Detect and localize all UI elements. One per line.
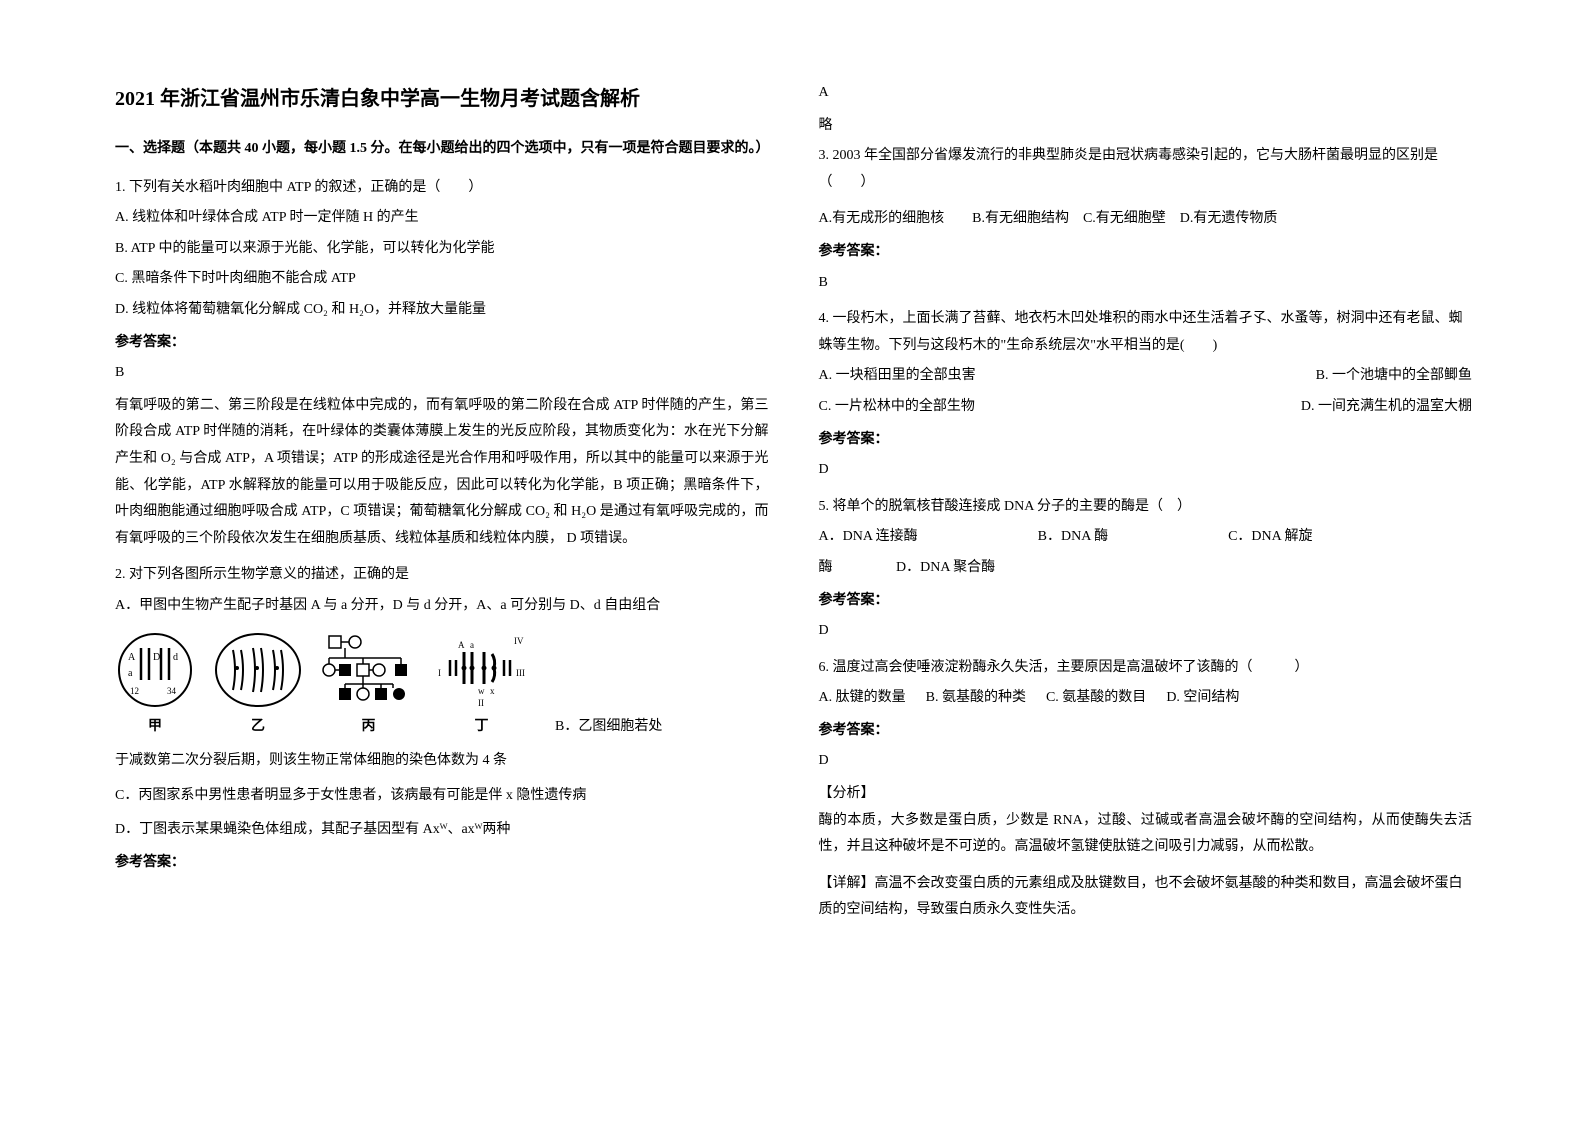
q6-analysis-label: 【分析】 xyxy=(819,781,1473,808)
fig-ding-label: 丁 xyxy=(475,714,489,741)
svg-text:w: w xyxy=(478,686,485,696)
q5-opt-b: B．DNA 酶 xyxy=(1038,524,1108,551)
question-2: 2. 对下列各图所示生物学意义的描述，正确的是 A．甲图中生物产生配子时基因 A… xyxy=(115,562,769,876)
q2-opt-a: A．甲图中生物产生配子时基因 A 与 a 分开，D 与 d 分开，A、a 可分别… xyxy=(115,593,769,620)
fig-ding-icon: IV I III II A a w x xyxy=(434,630,529,710)
fig-bing-cell: 丙 xyxy=(321,630,416,741)
q4-answer: D xyxy=(819,457,1473,484)
page-title: 2021 年浙江省温州市乐清白象中学高一生物月考试题含解析 xyxy=(115,80,769,118)
q6-opts: A. 肽键的数量 B. 氨基酸的种类 C. 氨基酸的数目 D. 空间结构 xyxy=(819,685,1473,712)
svg-text:A: A xyxy=(458,640,465,650)
q5-row1: A．DNA 连接酶 B．DNA 酶 C．DNA 解旋 xyxy=(819,524,1473,551)
q1-stem: 1. 下列有关水稻叶肉细胞中 ATP 的叙述，正确的是（ ） xyxy=(115,175,769,202)
fig-jia-cell: A a D d 12 34 甲 xyxy=(115,630,195,741)
q6-stem: 6. 温度过高会使唾液淀粉酶永久失活，主要原因是高温破坏了该酶的（ ） xyxy=(819,655,1473,682)
left-column: 2021 年浙江省温州市乐清白象中学高一生物月考试题含解析 一、选择题（本题共 … xyxy=(100,80,794,1082)
question-5: 5. 将单个的脱氧核苷酸连接成 DNA 分子的主要的酶是（ ） A．DNA 连接… xyxy=(819,494,1473,645)
q2-answer-extra: 略 xyxy=(819,113,1473,140)
q4-opt-a: A. 一块稻田里的全部虫害 xyxy=(819,363,976,390)
svg-text:III: III xyxy=(516,668,525,678)
q1-explanation: 有氧呼吸的第二、第三阶段是在线粒体中完成的，而有氧呼吸的第二阶段在合成 ATP … xyxy=(115,393,769,553)
q2-answer: A xyxy=(819,80,1473,107)
q6-detail-line: 【详解】高温不会改变蛋白质的元素组成及肽键数目，也不会破坏氨基酸的种类和数目，高… xyxy=(819,871,1473,924)
q1-opt-c: C. 黑暗条件下时叶肉细胞不能合成 ATP xyxy=(115,266,769,293)
svg-text:IV: IV xyxy=(514,636,524,646)
q3-answer-label: 参考答案： xyxy=(819,239,1473,266)
q6-detail-label: 【详解】 xyxy=(819,876,875,891)
q5-opt-d: D．DNA 聚合酶 xyxy=(896,560,995,575)
q1-answer: B xyxy=(115,360,769,387)
q5-opt-c: C．DNA 解旋 xyxy=(1228,524,1312,551)
svg-text:34: 34 xyxy=(167,686,177,696)
q4-answer-label: 参考答案： xyxy=(819,427,1473,454)
fig-yi-label: 乙 xyxy=(251,714,265,741)
q2-opt-b-part1: B．乙图细胞若处 xyxy=(555,714,662,741)
q1-answer-label: 参考答案： xyxy=(115,330,769,357)
q2-stem: 2. 对下列各图所示生物学意义的描述，正确的是 xyxy=(115,562,769,589)
q5-answer: D xyxy=(819,618,1473,645)
svg-text:a: a xyxy=(128,668,133,679)
svg-text:d: d xyxy=(173,652,178,663)
q2-figure-row: A a D d 12 34 甲 xyxy=(115,630,769,741)
q5-answer-label: 参考答案： xyxy=(819,588,1473,615)
q6-detail: 高温不会改变蛋白质的元素组成及肽键数目，也不会破坏氨基酸的种类和数目，高温会破坏… xyxy=(819,876,1463,918)
fig-yi-cell: 乙 xyxy=(213,630,303,741)
q6-opt-a: A. 肽键的数量 xyxy=(819,685,906,712)
q6-opt-d: D. 空间结构 xyxy=(1166,685,1239,712)
svg-text:A: A xyxy=(128,652,136,663)
q6-answer-label: 参考答案： xyxy=(819,718,1473,745)
svg-text:a: a xyxy=(470,640,474,650)
q3-answer: B xyxy=(819,270,1473,297)
q3-stem: 3. 2003 年全国部分省爆发流行的非典型肺炎是由冠状病毒感染引起的，它与大肠… xyxy=(819,143,1473,196)
q1-opt-d: D. 线粒体将葡萄糖氧化分解成 CO₂ 和 H₂O，并释放大量能量 xyxy=(115,297,769,324)
question-6: 6. 温度过高会使唾液淀粉酶永久失活，主要原因是高温破坏了该酶的（ ） A. 肽… xyxy=(819,655,1473,924)
q4-row2: C. 一片松林中的全部生物 D. 一间充满生机的温室大棚 xyxy=(819,394,1473,421)
q4-opt-b: B. 一个池塘中的全部鲫鱼 xyxy=(1316,363,1472,390)
question-3: 3. 2003 年全国部分省爆发流行的非典型肺炎是由冠状病毒感染引起的，它与大肠… xyxy=(819,143,1473,296)
q3-opts: A.有无成形的细胞核 B.有无细胞结构 C.有无细胞壁 D.有无遗传物质 xyxy=(819,206,1473,233)
q5-stem: 5. 将单个的脱氧核苷酸连接成 DNA 分子的主要的酶是（ ） xyxy=(819,494,1473,521)
q6-opt-c: C. 氨基酸的数目 xyxy=(1046,685,1146,712)
q1-opt-b: B. ATP 中的能量可以来源于光能、化学能，可以转化为化学能 xyxy=(115,236,769,263)
q2-opt-c: C．丙图家系中男性患者明显多于女性患者，该病最有可能是伴 x 隐性遗传病 xyxy=(115,783,769,810)
fig-jia-icon: A a D d 12 34 xyxy=(115,630,195,710)
q4-stem: 4. 一段朽木，上面长满了苔藓、地衣朽木凹处堆积的雨水中还生活着孑孓、水蚤等，树… xyxy=(819,306,1473,359)
fig-jia-label: 甲 xyxy=(148,714,162,741)
q5-row2: 酶 D．DNA 聚合酶 xyxy=(819,555,1473,582)
right-column: A 略 3. 2003 年全国部分省爆发流行的非典型肺炎是由冠状病毒感染引起的，… xyxy=(794,80,1488,1082)
q6-analysis: 酶的本质，大多数是蛋白质，少数是 RNA，过酸、过碱或者高温会破坏酶的空间结构，… xyxy=(819,808,1473,861)
question-4: 4. 一段朽木，上面长满了苔藓、地衣朽木凹处堆积的雨水中还生活着孑孓、水蚤等，树… xyxy=(819,306,1473,484)
fig-bing-icon xyxy=(321,630,416,710)
q1-opt-a: A. 线粒体和叶绿体合成 ATP 时一定伴随 H 的产生 xyxy=(115,205,769,232)
q4-opt-d: D. 一间充满生机的温室大棚 xyxy=(1301,394,1472,421)
section-heading-1: 一、选择题（本题共 40 小题，每小题 1.5 分。在每小题给出的四个选项中，只… xyxy=(115,136,769,163)
q5-opt-a: A．DNA 连接酶 xyxy=(819,524,918,551)
q2-answer-label: 参考答案： xyxy=(115,850,769,877)
svg-text:D: D xyxy=(153,652,160,663)
svg-text:12: 12 xyxy=(130,686,139,696)
q4-opt-c: C. 一片松林中的全部生物 xyxy=(819,394,975,421)
fig-yi-icon xyxy=(213,630,303,710)
q2-opt-d: D．丁图表示某果蝇染色体组成，其配子基因型有 Axᵂ、axᵂ两种 xyxy=(115,817,769,844)
q4-row1: A. 一块稻田里的全部虫害 B. 一个池塘中的全部鲫鱼 xyxy=(819,363,1473,390)
fig-bing-label: 丙 xyxy=(362,714,376,741)
q5-opt-c-cont: 酶 xyxy=(819,560,833,575)
q2-opt-b-part2: 于减数第二次分裂后期，则该生物正常体细胞的染色体数为 4 条 xyxy=(115,748,769,775)
svg-text:I: I xyxy=(438,668,441,678)
svg-text:x: x xyxy=(490,686,495,696)
fig-ding-cell: IV I III II A a w x xyxy=(434,630,529,741)
q6-opt-b: B. 氨基酸的种类 xyxy=(926,685,1026,712)
q6-answer: D xyxy=(819,748,1473,775)
svg-text:II: II xyxy=(478,698,484,708)
question-1: 1. 下列有关水稻叶肉细胞中 ATP 的叙述，正确的是（ ） A. 线粒体和叶绿… xyxy=(115,175,769,553)
